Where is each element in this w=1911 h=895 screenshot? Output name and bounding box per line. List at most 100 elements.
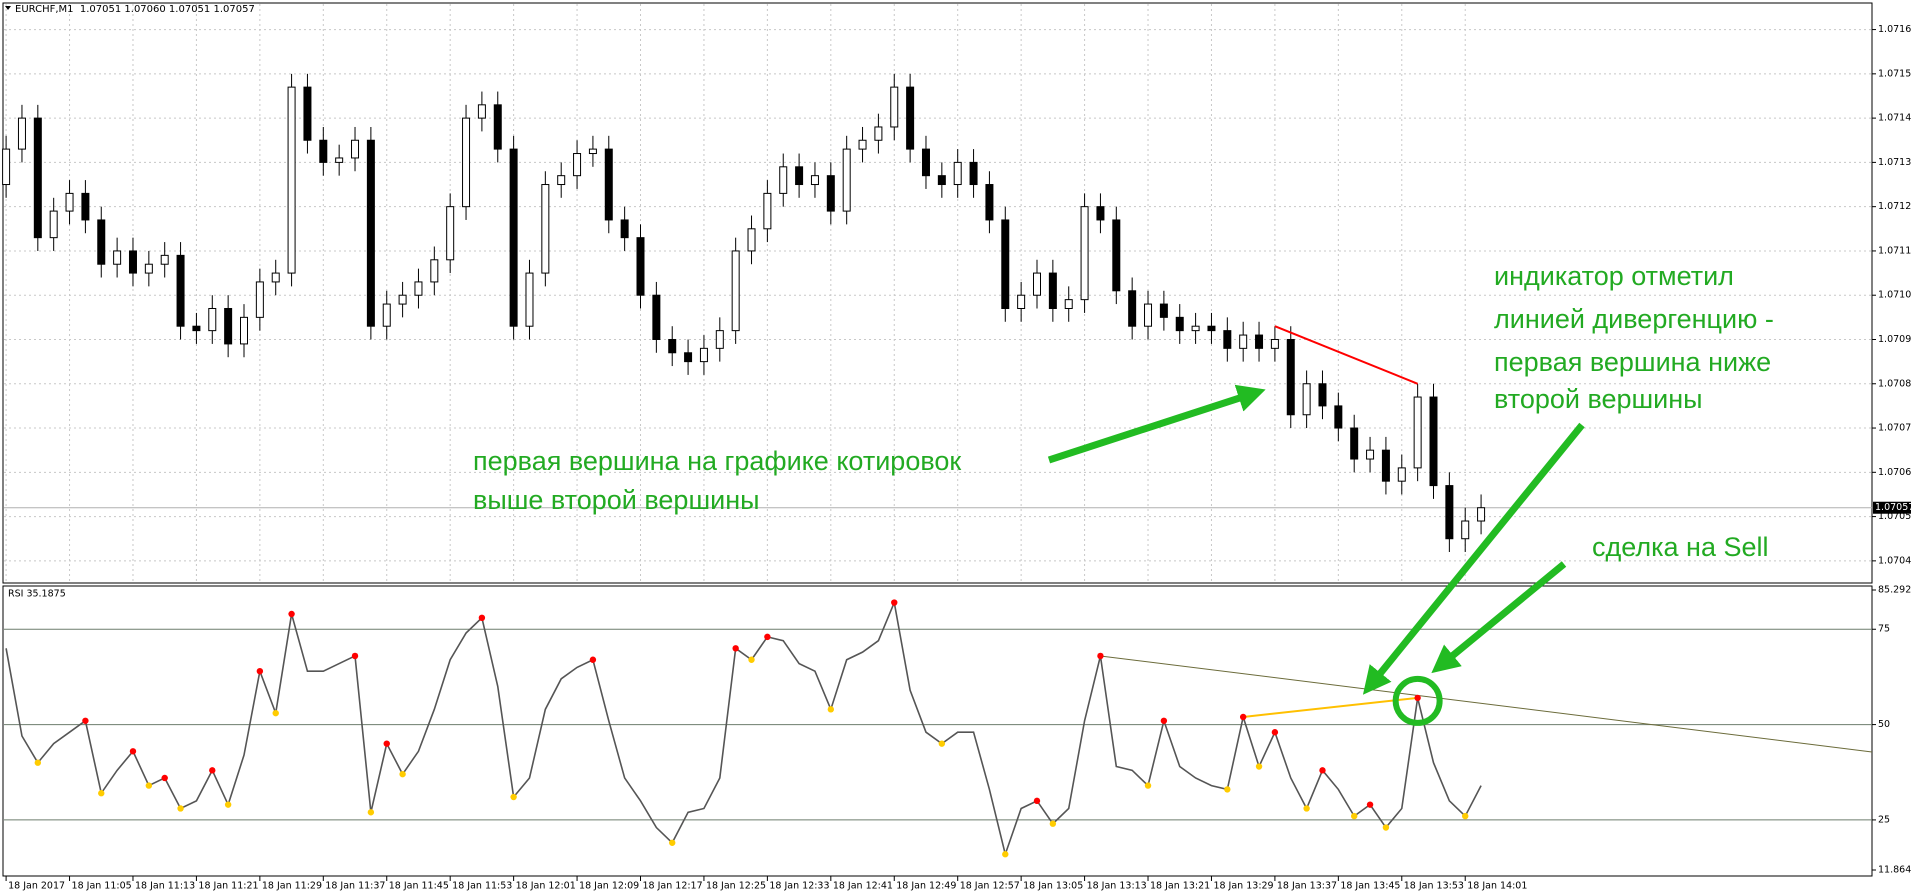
x-tick-label: 18 Jan 13:29 bbox=[1213, 881, 1273, 892]
candle-body bbox=[493, 104, 502, 150]
peak-dot bbox=[383, 740, 390, 747]
candle-body bbox=[1286, 338, 1295, 416]
signal-circle bbox=[1392, 675, 1443, 726]
candle-body bbox=[1350, 427, 1359, 460]
candle-body bbox=[287, 86, 296, 274]
annotation: линией дивергенцию - bbox=[1494, 304, 1774, 334]
candle-body bbox=[1461, 520, 1470, 540]
x-tick-label: 18 Jan 12:25 bbox=[706, 881, 766, 892]
candle-body bbox=[1080, 206, 1089, 301]
trough-dot bbox=[34, 759, 42, 766]
peak-dot bbox=[1366, 801, 1374, 808]
trough-dot bbox=[669, 839, 676, 846]
candle-body bbox=[1429, 396, 1438, 487]
trough-dot bbox=[1255, 763, 1263, 770]
candle-body bbox=[668, 338, 677, 354]
trend-line bbox=[1100, 655, 1873, 753]
x-tick-label: 18 Jan 12:33 bbox=[769, 881, 829, 892]
candle-body bbox=[97, 219, 106, 265]
peak-dot bbox=[1033, 797, 1041, 805]
trough-dot bbox=[1049, 820, 1057, 827]
candle-body bbox=[588, 148, 597, 155]
y-tick-label: 1.07125 bbox=[1878, 201, 1911, 212]
candle-body bbox=[684, 352, 693, 363]
candle-body bbox=[1223, 330, 1232, 349]
candle-body bbox=[1191, 325, 1200, 332]
candle-body bbox=[795, 166, 804, 186]
annotations: индикатор отметил линией дивергенцию - п… bbox=[473, 261, 1774, 695]
candle-body bbox=[477, 104, 486, 119]
candle-body bbox=[382, 303, 391, 327]
rsi-title: RSI 35.1875 bbox=[8, 589, 66, 600]
x-tick-label: 18 Jan 12:17 bbox=[643, 881, 703, 892]
x-tick-label: 18 Jan 11:13 bbox=[135, 881, 195, 892]
trough-dot bbox=[1224, 786, 1231, 793]
candle-body bbox=[1302, 383, 1311, 416]
trough-dot bbox=[145, 782, 153, 789]
candle-body bbox=[1477, 507, 1486, 522]
y-tick-label: 85.2929 bbox=[1878, 585, 1911, 596]
candle-body bbox=[462, 117, 471, 208]
candle-body bbox=[17, 117, 26, 150]
trough-dot bbox=[510, 793, 517, 801]
candle-body bbox=[747, 228, 756, 252]
candle-body bbox=[890, 86, 899, 128]
collapse-icon[interactable] bbox=[5, 6, 11, 10]
candle-body bbox=[113, 250, 122, 265]
y-tick-label: 1.07085 bbox=[1878, 378, 1911, 389]
trough-dot bbox=[1351, 812, 1358, 820]
divergence-line bbox=[1274, 325, 1419, 385]
candle-body bbox=[1255, 334, 1264, 349]
candle-body bbox=[1159, 303, 1168, 318]
y-tick-label: 11.8646 bbox=[1878, 865, 1911, 876]
annotation: первая вершина на графике котировок bbox=[473, 446, 961, 476]
peak-dot bbox=[351, 652, 359, 660]
candle-body bbox=[921, 148, 930, 177]
candle-body bbox=[826, 175, 835, 212]
trough-dot bbox=[1303, 805, 1310, 812]
x-tick-label: 18 Jan 13:45 bbox=[1340, 881, 1400, 892]
candle-body bbox=[810, 175, 819, 186]
x-tick-label: 18 Jan 12:49 bbox=[896, 881, 956, 892]
trough-dot bbox=[399, 770, 406, 778]
candle-body bbox=[303, 86, 312, 141]
peak-dot bbox=[129, 748, 137, 755]
candle-body bbox=[604, 148, 613, 221]
peak-dot bbox=[589, 656, 597, 663]
arrow bbox=[1047, 384, 1266, 464]
trough-dot bbox=[98, 790, 105, 797]
candle-body bbox=[509, 148, 518, 327]
candle-body bbox=[144, 263, 153, 274]
candle-body bbox=[842, 148, 851, 212]
candle-body bbox=[1207, 325, 1216, 332]
last-price-tag bbox=[1873, 501, 1911, 514]
candle-body bbox=[1017, 294, 1026, 309]
y-tick-label: 1.07045 bbox=[1878, 555, 1911, 566]
candle-body bbox=[652, 294, 661, 340]
price-panel bbox=[2, 2, 1873, 584]
x-tick-label: 18 Jan 12:41 bbox=[833, 881, 893, 892]
arrow bbox=[1431, 561, 1567, 674]
peak-dot bbox=[1319, 767, 1326, 774]
rsi-panel bbox=[2, 585, 1873, 877]
peak-dot bbox=[732, 645, 739, 652]
candle-body bbox=[351, 139, 360, 159]
rsi-line bbox=[5, 599, 1482, 858]
last-price-label: 1.07057 bbox=[1875, 502, 1911, 513]
peak-dot bbox=[288, 610, 295, 618]
peak-dot bbox=[891, 599, 898, 606]
candle-body bbox=[1048, 272, 1057, 309]
peak-dot bbox=[1160, 717, 1168, 724]
y-tick-label: 1.07065 bbox=[1878, 467, 1911, 478]
x-tick-label: 18 Jan 12:01 bbox=[516, 881, 576, 892]
candle-body bbox=[1175, 316, 1184, 332]
candle-body bbox=[1033, 272, 1041, 296]
trough-dot bbox=[827, 706, 835, 713]
y-tick-label: 1.07135 bbox=[1878, 157, 1911, 168]
candle-body bbox=[937, 175, 946, 186]
x-tick-label: 18 Jan 11:21 bbox=[198, 881, 258, 892]
y-tick-label: 50 bbox=[1878, 719, 1890, 730]
x-tick-label: 18 Jan 12:09 bbox=[579, 881, 639, 892]
candle-body bbox=[1318, 383, 1327, 407]
